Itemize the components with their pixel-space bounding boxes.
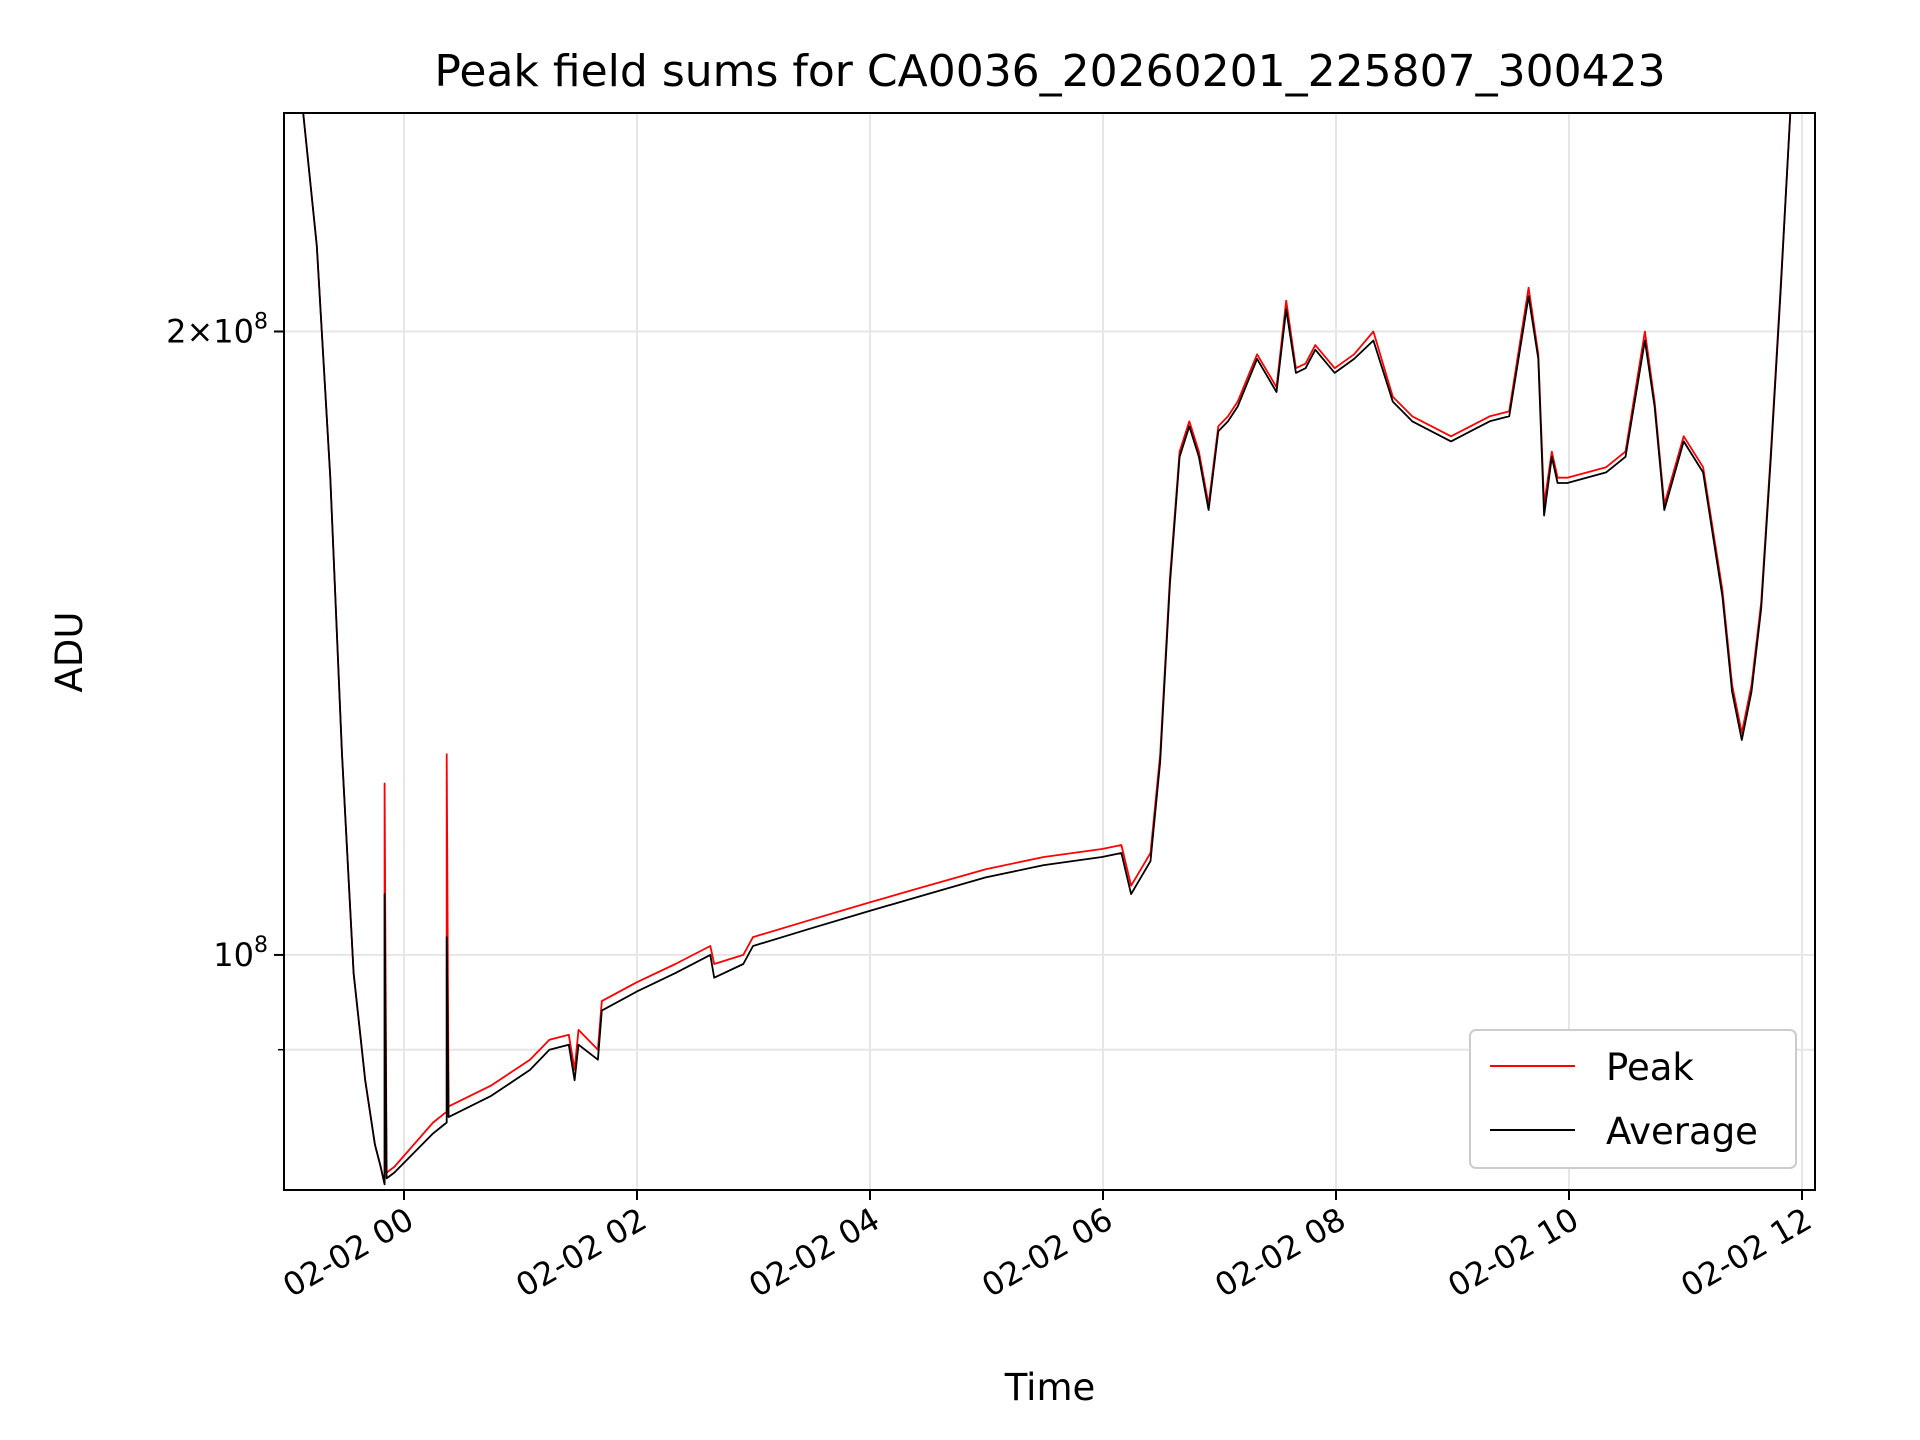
series-line-peak xyxy=(302,112,1792,1186)
legend-box xyxy=(1469,1029,1797,1169)
plot-frame xyxy=(283,112,1816,1191)
y-axis-label: ADU xyxy=(48,612,91,693)
x-axis-label: Time xyxy=(1004,1366,1096,1409)
legend-label-peak: Peak xyxy=(1606,1046,1694,1089)
y-axis: 108 2×108 xyxy=(166,310,284,1051)
grid xyxy=(284,113,1815,1190)
y-tick-label: 2×108 xyxy=(166,310,268,351)
chart-title: Peak field sums for CA0036_20260201_2258… xyxy=(434,46,1665,97)
plot-lines xyxy=(302,112,1792,1186)
legend-label-average: Average xyxy=(1606,1110,1758,1153)
series-line-average xyxy=(302,112,1792,1186)
y-tick-label: 108 xyxy=(213,933,268,974)
legend: Peak Average xyxy=(1469,1029,1797,1169)
